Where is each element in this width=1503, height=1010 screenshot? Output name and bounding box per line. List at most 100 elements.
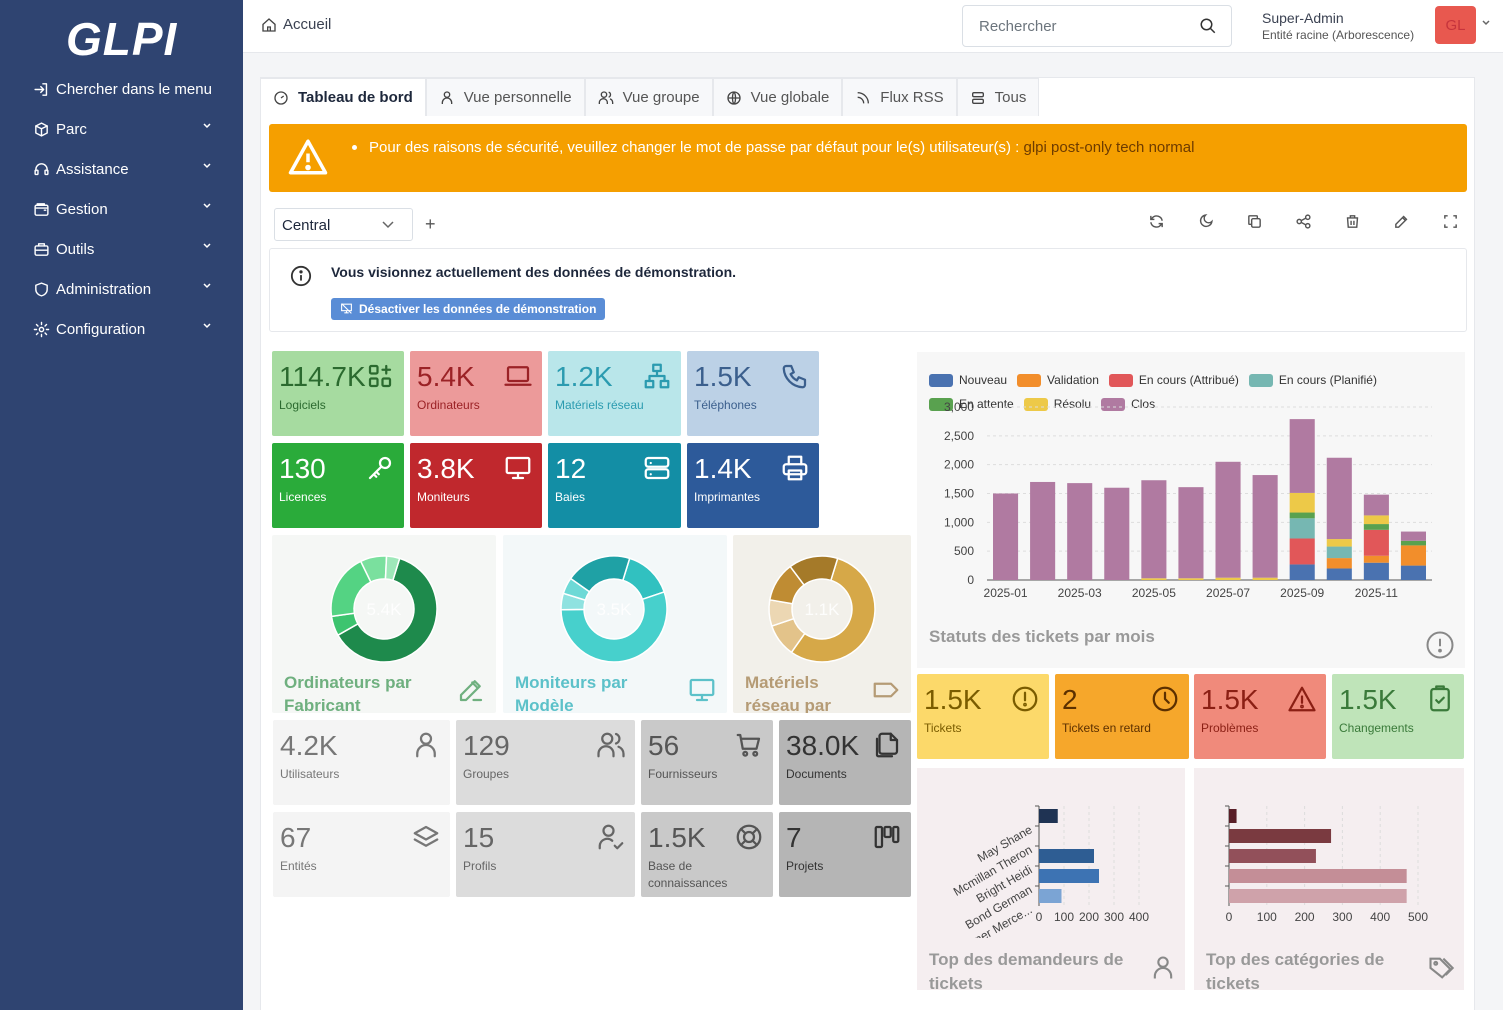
bar-segment[interactable] [1326, 558, 1352, 569]
hbar[interactable] [1229, 869, 1407, 883]
bar-segment[interactable] [1363, 555, 1389, 563]
share-icon[interactable] [1295, 213, 1344, 230]
sidebar-item-5[interactable]: Administration [32, 277, 222, 301]
hbar[interactable] [1039, 889, 1062, 903]
bar-segment[interactable] [1030, 481, 1056, 580]
bar-segment[interactable] [1363, 494, 1389, 516]
search-input[interactable]: Rechercher [962, 5, 1232, 47]
stat-card-7[interactable]: 1.4K Imprimantes [687, 443, 819, 528]
donut-slice[interactable] [789, 555, 839, 587]
hbar[interactable] [1229, 889, 1407, 903]
disable-demo-button[interactable]: Désactiver les données de démonstration [331, 298, 606, 320]
stat-card-14[interactable]: 1.5K Base de connaissances [641, 812, 773, 897]
legend-swatch[interactable] [929, 373, 953, 387]
sidebar-item-1[interactable]: Parc [32, 117, 222, 141]
stat-card-10[interactable]: 56 Fournisseurs [641, 720, 773, 805]
donut-slice[interactable] [384, 555, 401, 582]
stat-card-18[interactable]: 1.5K Problèmes [1194, 674, 1326, 759]
bar-segment[interactable] [1252, 577, 1278, 580]
sidebar-item-3[interactable]: Gestion [32, 197, 222, 221]
sidebar-item-4[interactable]: Outils [32, 237, 222, 261]
bar-segment[interactable] [1400, 545, 1426, 566]
stat-card-6[interactable]: 12 Baies [548, 443, 681, 528]
legend-swatch[interactable] [929, 397, 953, 411]
hbar[interactable] [1039, 849, 1094, 863]
bar-segment[interactable] [1326, 546, 1352, 559]
chevron-down-icon[interactable] [1481, 18, 1491, 28]
bar-segment[interactable] [1289, 419, 1315, 493]
donut-slice[interactable] [569, 555, 631, 593]
add-dashboard-button[interactable]: + [425, 214, 436, 234]
legend-label[interactable]: Nouveau [959, 373, 1008, 387]
legend-label[interactable]: En cours (Attribué) [1138, 373, 1239, 387]
bar-segment[interactable] [1289, 518, 1315, 539]
sidebar-item-2[interactable]: Assistance [32, 157, 222, 181]
stat-card-4[interactable]: 130 Licences [272, 443, 404, 528]
alert-circle-icon[interactable] [1425, 630, 1455, 660]
tab-5[interactable]: Tous [956, 78, 1040, 116]
refresh-icon[interactable] [1148, 213, 1197, 230]
tab-0[interactable]: Tableau de bord [260, 78, 426, 116]
donut-slice[interactable] [621, 557, 666, 601]
trash-icon[interactable] [1344, 213, 1393, 230]
legend-swatch[interactable] [1017, 373, 1042, 387]
bar-segment[interactable] [1363, 529, 1389, 556]
hbar[interactable] [1229, 829, 1332, 843]
donut-slice[interactable] [790, 557, 876, 663]
sidebar-item-6[interactable]: Configuration [32, 317, 222, 341]
tab-1[interactable]: Vue personnelle [425, 78, 585, 116]
tab-4[interactable]: Flux RSS [842, 78, 957, 116]
stat-card-0[interactable]: 114.7K Logiciels [272, 351, 404, 436]
breadcrumb[interactable]: Accueil [261, 16, 331, 33]
bar-segment[interactable] [1104, 487, 1130, 580]
bar-segment[interactable] [1363, 515, 1389, 525]
avatar[interactable]: GL [1435, 6, 1476, 44]
bar-segment[interactable] [1400, 540, 1426, 546]
bar-segment[interactable] [1289, 492, 1315, 513]
bar-segment[interactable] [1363, 524, 1389, 530]
bar-segment[interactable] [1178, 578, 1204, 580]
bar-segment[interactable] [1289, 538, 1315, 565]
bar-segment[interactable] [1400, 565, 1426, 580]
stat-card-13[interactable]: 15 Profils [456, 812, 635, 897]
stat-card-2[interactable]: 1.2K Matériels réseau [548, 351, 681, 436]
tags-icon[interactable] [1426, 954, 1456, 982]
copy-icon[interactable] [1246, 213, 1295, 230]
edit-icon[interactable] [1393, 213, 1442, 230]
bar-segment[interactable] [1067, 483, 1093, 580]
bar-segment[interactable] [1215, 577, 1241, 580]
stat-card-11[interactable]: 38.0K Documents [779, 720, 911, 805]
legend-swatch[interactable] [1108, 373, 1133, 387]
hbar[interactable] [1229, 849, 1316, 863]
breadcrumb-home[interactable]: Accueil [283, 16, 332, 33]
stat-card-8[interactable]: 4.2K Utilisateurs [273, 720, 450, 805]
bar-segment[interactable] [1141, 480, 1167, 579]
hbar[interactable] [1039, 869, 1099, 883]
stat-card-19[interactable]: 1.5K Changements [1332, 674, 1464, 759]
legend-swatch[interactable] [1248, 373, 1273, 387]
user-menu[interactable]: Super-Admin Entité racine (Arborescence) [1262, 10, 1414, 42]
stat-card-3[interactable]: 1.5K Téléphones [687, 351, 819, 436]
stat-card-1[interactable]: 5.4K Ordinateurs [410, 351, 542, 436]
bar-segment[interactable] [1289, 564, 1315, 580]
tab-3[interactable]: Vue globale [712, 78, 843, 116]
legend-label[interactable]: Résolu [1053, 397, 1092, 411]
stat-card-5[interactable]: 3.8K Moniteurs [410, 443, 542, 528]
legend-label[interactable]: En cours (Planifié) [1278, 373, 1377, 387]
donut-slice[interactable] [336, 557, 438, 663]
bar-segment[interactable] [1363, 562, 1389, 580]
bar-segment[interactable] [1289, 512, 1315, 519]
bar-segment[interactable] [1141, 578, 1167, 580]
bar-segment[interactable] [993, 493, 1019, 581]
stat-card-9[interactable]: 129 Groupes [456, 720, 635, 805]
bar-segment[interactable] [1178, 487, 1204, 579]
hbar[interactable] [1039, 809, 1058, 823]
bar-segment[interactable] [1326, 568, 1352, 580]
stat-card-17[interactable]: 2 Tickets en retard [1055, 674, 1189, 759]
bar-segment[interactable] [1400, 531, 1426, 541]
bar-segment[interactable] [1326, 457, 1352, 540]
moon-icon[interactable] [1197, 213, 1246, 230]
legend-label[interactable]: Validation [1047, 373, 1099, 387]
dashboard-select[interactable]: Central [274, 208, 413, 241]
stat-card-16[interactable]: 1.5K Tickets [917, 674, 1049, 759]
